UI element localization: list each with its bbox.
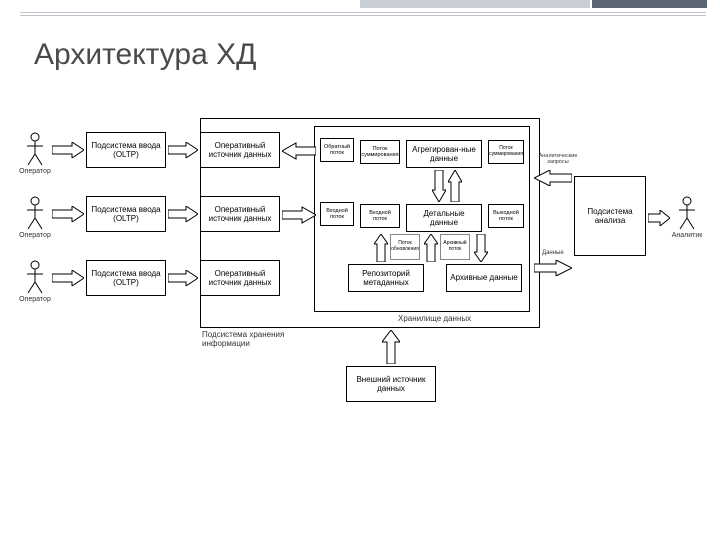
analyst-label: Аналитик [670, 232, 704, 239]
operator-actor-2: Оператор [18, 196, 52, 239]
arrow-actor1-oltp1 [52, 142, 84, 158]
operator-actor-3: Оператор [18, 260, 52, 303]
arrow-inflow [282, 206, 316, 224]
arrow-agg-detail-down [432, 170, 446, 202]
arrow-ext-to-wh [382, 330, 400, 364]
storage-label: Подсистема хранения информации [202, 330, 292, 348]
arrow-an-queries [534, 170, 572, 186]
page-title: Архитектура ХД [34, 38, 256, 72]
opsrc-box-1: Оперативный источник данных [200, 132, 280, 168]
detail-box: Детальные данные [406, 204, 482, 232]
meta-box: Репозиторий метаданных [348, 264, 424, 292]
opsrc-box-3: Оперативный источник данных [200, 260, 280, 296]
operator-label-2: Оператор [18, 232, 52, 239]
header-bar-grey [360, 0, 590, 8]
operator-label-3: Оператор [18, 296, 52, 303]
label-sumflow-2: Поток суммирования [488, 140, 524, 164]
label-feedback: Обратный поток [320, 138, 354, 162]
arrow-data [534, 260, 572, 276]
arrow-oltp3-opsrc3 [168, 270, 198, 286]
label-archflow: Архивный поток [440, 234, 470, 260]
external-source-box: Внешний источник данных [346, 366, 436, 402]
opsrc-box-2: Оперативный источник данных [200, 196, 280, 232]
label-inflow: Входной поток [320, 202, 354, 226]
label-refresh: Поток обновления [390, 234, 420, 260]
oltp-box-1: Подсистема ввода (OLTP) [86, 132, 166, 168]
arrow-actor2-oltp2 [52, 206, 84, 222]
oltp-box-2: Подсистема ввода (OLTP) [86, 196, 166, 232]
archive-box: Архивные данные [446, 264, 522, 292]
header-bar-dark [592, 0, 707, 8]
arrow-oltp1-opsrc1 [168, 142, 198, 158]
warehouse-label: Хранилище данных [398, 314, 471, 323]
header-decoration [0, 0, 720, 16]
label-outflow: Выходной поток [488, 204, 524, 228]
arrow-feedback [282, 142, 316, 160]
label-data: Данные [542, 250, 564, 256]
arrow-actor3-oltp3 [52, 270, 84, 286]
label-sumflow: Поток суммирования [360, 140, 400, 164]
header-divider [20, 12, 706, 16]
operator-actor-1: Оператор [18, 132, 52, 175]
arrow-detail-meta [374, 234, 388, 262]
oltp-box-3: Подсистема ввода (OLTP) [86, 260, 166, 296]
arrow-oltp2-opsrc2 [168, 206, 198, 222]
arrow-detail-agg-up [448, 170, 462, 202]
analysis-box: Подсистема анализа [574, 176, 646, 256]
arrow-analysis-analyst [648, 210, 670, 226]
operator-label-1: Оператор [18, 168, 52, 175]
label-inflow-2: Входной поток [360, 204, 400, 228]
arrow-archive-detail [474, 234, 488, 262]
label-an-queries: Аналитические запросы [536, 154, 580, 165]
analyst-actor: Аналитик [670, 196, 704, 239]
aggregated-box: Агрегирован-ные данные [406, 140, 482, 168]
architecture-diagram: Подсистема хранения информации Хранилище… [14, 110, 706, 510]
arrow-detail-archive [424, 234, 438, 262]
